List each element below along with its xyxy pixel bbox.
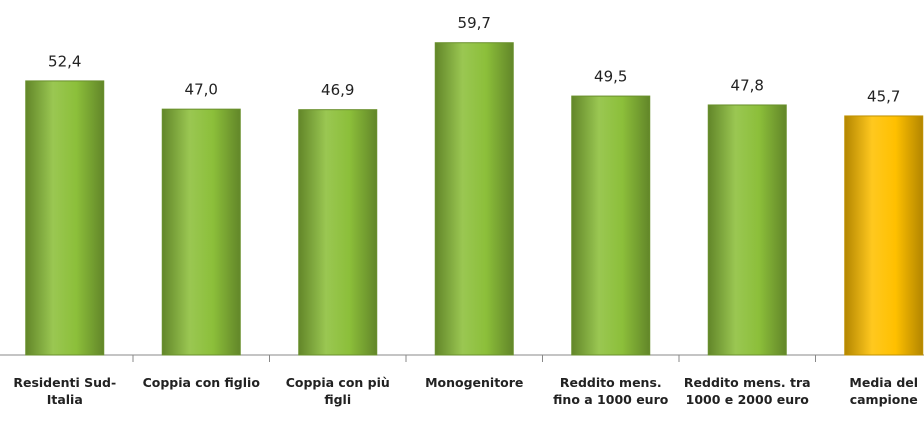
x-tick-label: Reddito mens. fino a 1000 euro [553,375,669,407]
x-tick-label: Residenti Sud-Italia [13,375,117,407]
value-label: 52,4 [48,52,81,70]
x-tick-label: Monogenitore [425,375,524,390]
value-label: 47,0 [185,81,218,99]
bar [707,104,787,356]
value-label: 49,5 [594,68,627,86]
bar [298,109,378,356]
value-label: 45,7 [867,87,900,105]
value-label: 47,8 [731,76,764,94]
x-tick-label: Reddito mens. tra 1000 e 2000 euro [683,375,811,407]
x-tick-label: Coppia con più figli [285,375,390,407]
bar [434,42,514,356]
x-tick-label: Coppia con figlio [142,375,260,390]
x-tick-label: Media del campione [849,375,919,407]
value-label: 59,7 [458,14,491,32]
bar [571,95,651,356]
bar [161,108,241,356]
bar [25,80,105,356]
bar [844,115,924,356]
value-label: 46,9 [321,81,354,99]
